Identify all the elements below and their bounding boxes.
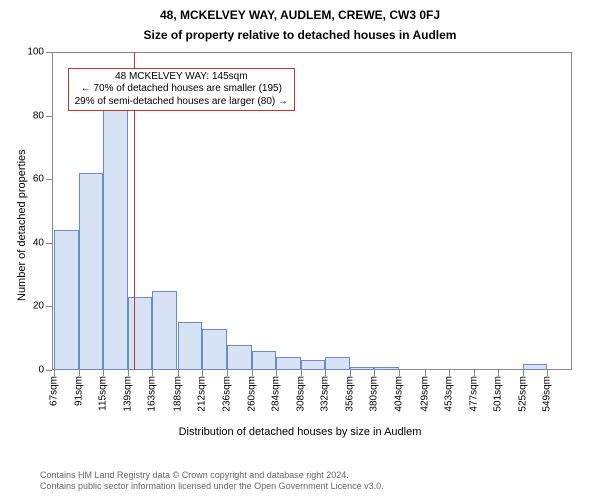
annotation-box: 48 MCKELVEY WAY: 145sqm← 70% of detached… [68, 68, 295, 112]
xtick-label: 404sqm [394, 376, 405, 412]
xtick-label: 260sqm [246, 376, 257, 412]
ytick-label: 0 [38, 365, 44, 376]
ytick [46, 52, 52, 53]
histogram-bar [103, 90, 128, 370]
histogram-bar [350, 367, 375, 370]
xtick-label: 236sqm [222, 376, 233, 412]
histogram-bar [276, 357, 301, 370]
histogram-bar [227, 345, 252, 370]
xtick-label: 67sqm [49, 376, 60, 406]
plot-area: 02040608010067sqm91sqm115sqm139sqm163sqm… [52, 52, 572, 370]
x-axis-label: Distribution of detached houses by size … [0, 426, 600, 438]
xtick-label: 525sqm [517, 376, 528, 412]
copyright: Contains HM Land Registry data © Crown c… [40, 470, 384, 493]
xtick-label: 429sqm [419, 376, 430, 412]
histogram-bar [374, 367, 399, 370]
ytick-label: 40 [33, 237, 44, 248]
histogram-bar [178, 322, 203, 370]
xtick-label: 549sqm [542, 376, 553, 412]
histogram-bar [152, 291, 177, 371]
xtick-label: 212sqm [197, 376, 208, 412]
histogram-bar [523, 364, 548, 370]
ytick [46, 306, 52, 307]
ytick-label: 60 [33, 174, 44, 185]
histogram-bar [128, 297, 153, 370]
ytick-label: 20 [33, 301, 44, 312]
histogram-bar [202, 329, 227, 370]
xtick-label: 332sqm [320, 376, 331, 412]
ytick [46, 370, 52, 371]
ytick [46, 179, 52, 180]
copyright-line-2: Contains public sector information licen… [40, 481, 384, 492]
chart-container: { "chart": { "type": "histogram", "title… [0, 0, 600, 500]
ytick [46, 116, 52, 117]
xtick-label: 284sqm [271, 376, 282, 412]
histogram-bar [54, 230, 79, 370]
ytick [46, 243, 52, 244]
xtick-label: 91sqm [73, 376, 84, 406]
copyright-line-1: Contains HM Land Registry data © Crown c… [40, 470, 384, 481]
xtick-label: 380sqm [369, 376, 380, 412]
histogram-bar [301, 360, 326, 370]
ytick-label: 100 [27, 47, 44, 58]
chart-subtitle: Size of property relative to detached ho… [0, 28, 600, 42]
xtick-label: 477sqm [468, 376, 479, 412]
annotation-line: 48 MCKELVEY WAY: 145sqm [75, 71, 288, 84]
xtick-label: 115sqm [98, 376, 109, 411]
xtick-label: 453sqm [444, 376, 455, 412]
histogram-bar [325, 357, 350, 370]
chart-title: 48, MCKELVEY WAY, AUDLEM, CREWE, CW3 0FJ [0, 8, 600, 22]
y-axis-label: Number of detached properties [16, 149, 28, 301]
xtick-label: 139sqm [122, 376, 133, 412]
xtick-label: 356sqm [344, 376, 355, 412]
ytick-label: 80 [33, 110, 44, 121]
annotation-line: 29% of semi-detached houses are larger (… [75, 96, 288, 109]
xtick-label: 308sqm [295, 376, 306, 412]
histogram-bar [79, 173, 104, 370]
xtick-label: 163sqm [147, 376, 158, 412]
annotation-line: ← 70% of detached houses are smaller (19… [75, 83, 288, 96]
histogram-bar [252, 351, 277, 370]
xtick-label: 188sqm [172, 376, 183, 412]
xtick-label: 501sqm [493, 376, 504, 412]
